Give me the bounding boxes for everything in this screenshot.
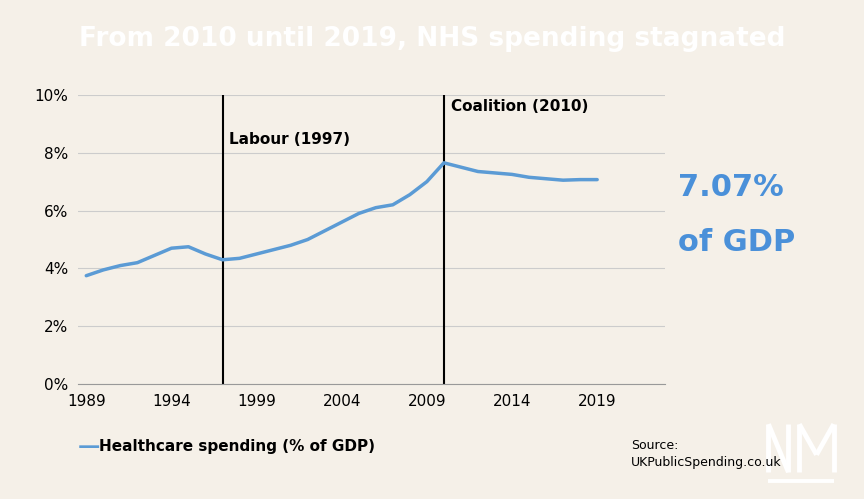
Text: Labour (1997): Labour (1997): [229, 132, 350, 147]
Text: Source:
UKPublicSpending.co.uk: Source: UKPublicSpending.co.uk: [631, 439, 781, 469]
Text: From 2010 until 2019, NHS spending stagnated: From 2010 until 2019, NHS spending stagn…: [79, 26, 785, 52]
Text: Healthcare spending (% of GDP): Healthcare spending (% of GDP): [99, 439, 375, 454]
Text: Coalition (2010): Coalition (2010): [451, 99, 588, 114]
Text: —: —: [78, 437, 100, 457]
Text: of GDP: of GDP: [678, 228, 796, 256]
Text: 7.07%: 7.07%: [678, 173, 784, 202]
